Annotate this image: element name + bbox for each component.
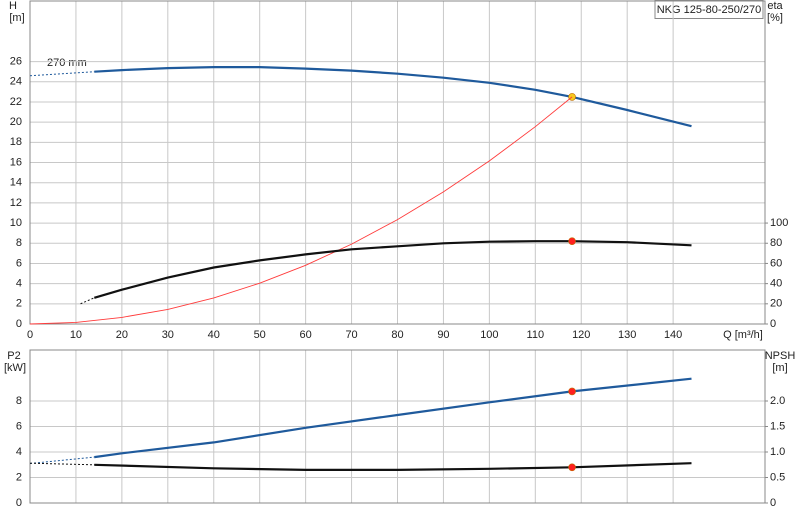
x-tick-label: 60 <box>300 329 312 341</box>
y-tick-label: 24 <box>10 76 22 88</box>
x-tick-label: 20 <box>116 329 128 341</box>
y2-axis-label: eta <box>767 0 783 12</box>
y-tick-label: 0 <box>16 497 22 509</box>
y2-tick-label: 20 <box>770 298 782 310</box>
y-tick-label: 4 <box>16 446 22 458</box>
y-tick-label: 12 <box>10 197 22 209</box>
x-axis-label: Q [m³/h] <box>723 329 763 341</box>
y-tick-label: 2 <box>16 471 22 483</box>
curve <box>29 96 573 325</box>
curve <box>80 297 95 305</box>
y-tick-label: 14 <box>10 177 22 189</box>
plot-frame <box>29 0 766 325</box>
y2-tick-label: 60 <box>770 257 782 269</box>
x-tick-label: 40 <box>208 329 220 341</box>
y-tick-label: 6 <box>16 257 22 269</box>
y-tick-label: 22 <box>10 96 22 108</box>
x-tick-label: 10 <box>70 329 82 341</box>
y-tick-label: 4 <box>16 278 22 290</box>
curve <box>94 377 692 459</box>
x-tick-label: 30 <box>162 329 174 341</box>
curve <box>29 462 95 466</box>
x-tick-label: 80 <box>391 329 403 341</box>
y-tick-label: 2 <box>16 298 22 310</box>
curve-annotation: 270 mm <box>47 57 87 69</box>
y-tick-label: 10 <box>10 217 22 229</box>
curve <box>29 456 95 464</box>
y-tick-label: 8 <box>16 237 22 249</box>
x-tick-label: 50 <box>254 329 266 341</box>
y2-axis-unit: [%] <box>767 12 783 24</box>
y2-tick-label: 100 <box>770 217 788 229</box>
x-tick-label: 130 <box>618 329 636 341</box>
y-axis-label: P2 <box>7 350 20 362</box>
y-tick-label: 8 <box>16 395 22 407</box>
y2-tick-label: 0 <box>770 318 776 330</box>
y2-axis-label: NPSH <box>765 350 796 362</box>
x-tick-label: 70 <box>345 329 357 341</box>
y2-tick-label: 0.5 <box>770 471 785 483</box>
y-tick-label: 6 <box>16 420 22 432</box>
operating-point <box>568 387 576 396</box>
plot-frame <box>29 349 766 504</box>
y2-tick-label: 80 <box>770 237 782 249</box>
operating-point <box>568 237 576 246</box>
x-tick-label: 140 <box>664 329 682 341</box>
y-tick-label: 20 <box>10 116 22 128</box>
y2-tick-label: 1.0 <box>770 446 785 458</box>
curve <box>94 66 692 128</box>
curve <box>93 240 692 299</box>
y-tick-label: 26 <box>10 55 22 67</box>
y-tick-label: 0 <box>16 318 22 330</box>
x-tick-label: 100 <box>480 329 498 341</box>
chart-title: NKG 125-80-250/270 <box>657 4 762 16</box>
x-tick-label: 90 <box>437 329 449 341</box>
curve <box>94 462 692 471</box>
y-axis-unit: [kW] <box>4 362 26 374</box>
y2-tick-label: 1.5 <box>770 420 785 432</box>
y-tick-label: 18 <box>10 136 22 148</box>
y-tick-label: 16 <box>10 156 22 168</box>
x-tick-label: 110 <box>527 329 545 341</box>
y2-tick-label: 0 <box>770 497 776 509</box>
operating-point <box>568 463 576 472</box>
y2-axis-unit: [m] <box>772 362 787 374</box>
x-tick-label: 120 <box>572 329 590 341</box>
y2-tick-label: 40 <box>770 278 782 290</box>
y2-tick-label: 2.0 <box>770 395 785 407</box>
y-axis-label: H <box>9 0 17 12</box>
y-axis-unit: [m] <box>9 12 24 24</box>
x-tick-label: 0 <box>27 329 33 341</box>
curve <box>29 71 95 77</box>
